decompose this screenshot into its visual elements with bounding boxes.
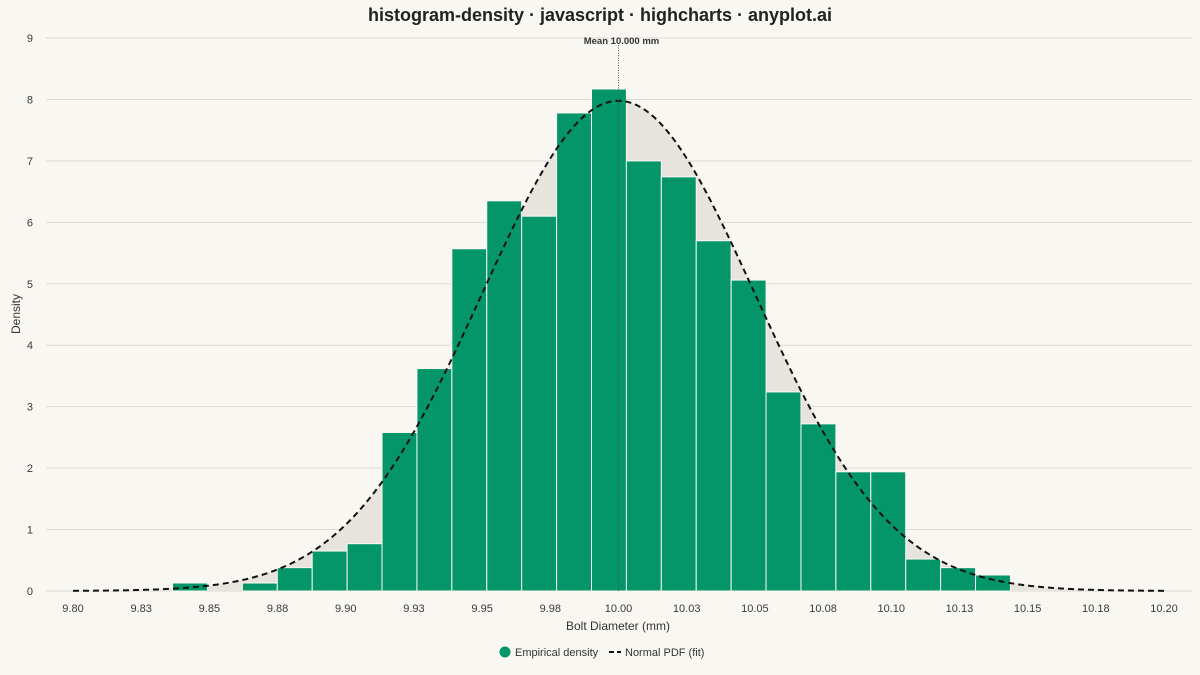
x-axis-title: Bolt Diameter (mm): [566, 619, 670, 633]
x-axis-ticks: 9.80 9.83 9.85 9.88 9.90 9.93 9.95 9.98 10.00 10.…: [62, 603, 1177, 615]
x-tick-label: 10.13: [946, 603, 974, 615]
x-tick-label: 10.20: [1150, 603, 1178, 615]
histogram-bar[interactable]: [660, 176, 697, 592]
histogram-bar[interactable]: [346, 543, 383, 592]
chart-title: histogram-density · javascript · highcha…: [368, 5, 832, 25]
histogram-bar[interactable]: [416, 368, 453, 592]
legend: Empirical density Normal PDF (fit): [499, 646, 704, 660]
histogram-bar[interactable]: [730, 279, 767, 592]
x-tick-label: 10.00: [605, 603, 633, 615]
legend-label-empirical-density: Empirical density: [515, 647, 599, 659]
histogram-bar[interactable]: [381, 431, 418, 592]
y-tick-label: 6: [27, 217, 33, 229]
histogram-bar[interactable]: [241, 582, 278, 592]
histogram-bar[interactable]: [521, 215, 558, 592]
histogram-bars: [172, 88, 1011, 592]
histogram-bar[interactable]: [765, 391, 802, 592]
legend-item-empirical-density[interactable]: Empirical density: [499, 646, 599, 660]
histogram-bar[interactable]: [451, 248, 488, 592]
y-tick-label: 3: [27, 402, 33, 414]
y-tick-label: 7: [27, 156, 33, 168]
y-axis-title: Density: [9, 294, 23, 334]
y-tick-label: 8: [27, 94, 33, 106]
legend-item-normal-pdf[interactable]: Normal PDF (fit): [609, 647, 704, 659]
histogram-bar[interactable]: [172, 582, 208, 592]
y-tick-label: 1: [27, 525, 33, 537]
x-tick-label: 10.18: [1082, 603, 1110, 615]
x-tick-label: 9.88: [267, 603, 288, 615]
histogram-bar[interactable]: [905, 558, 942, 592]
x-tick-label: 9.90: [335, 603, 356, 615]
x-tick-label: 9.93: [403, 603, 424, 615]
y-tick-label: 2: [27, 463, 33, 475]
histogram-bar[interactable]: [835, 471, 872, 592]
x-tick-label: 9.85: [199, 603, 220, 615]
x-tick-label: 10.10: [877, 603, 905, 615]
histogram-bar[interactable]: [870, 471, 907, 592]
y-tick-label: 5: [27, 279, 33, 291]
histogram-bar[interactable]: [486, 200, 523, 592]
legend-label-normal-pdf: Normal PDF (fit): [625, 647, 704, 659]
legend-swatch-empirical-density: [499, 646, 511, 658]
histogram-bar[interactable]: [276, 567, 313, 592]
histogram-bar[interactable]: [940, 567, 977, 592]
histogram-bar[interactable]: [695, 240, 732, 592]
x-tick-label: 9.95: [471, 603, 492, 615]
x-tick-label: 9.83: [130, 603, 151, 615]
x-tick-label: 10.05: [741, 603, 769, 615]
x-tick-label: 9.98: [540, 603, 561, 615]
y-tick-label: 0: [27, 586, 33, 598]
x-tick-label: 10.15: [1014, 603, 1042, 615]
histogram-bar[interactable]: [591, 88, 627, 592]
y-tick-label: 4: [27, 340, 33, 352]
x-tick-label: 10.03: [673, 603, 701, 615]
histogram-bar[interactable]: [800, 423, 837, 592]
histogram-bar[interactable]: [311, 550, 348, 592]
x-tick-label: 10.08: [809, 603, 837, 615]
histogram-bar[interactable]: [556, 112, 593, 592]
x-tick-label: 9.80: [62, 603, 83, 615]
y-axis-ticks: 0 1 2 3 4 5 6 7 8 9: [27, 33, 33, 598]
y-tick-label: 9: [27, 33, 33, 45]
histogram-bar[interactable]: [625, 160, 662, 592]
mean-annotation: Mean 10.000 mm: [584, 36, 660, 591]
mean-annotation-label: Mean 10.000 mm: [584, 36, 660, 47]
